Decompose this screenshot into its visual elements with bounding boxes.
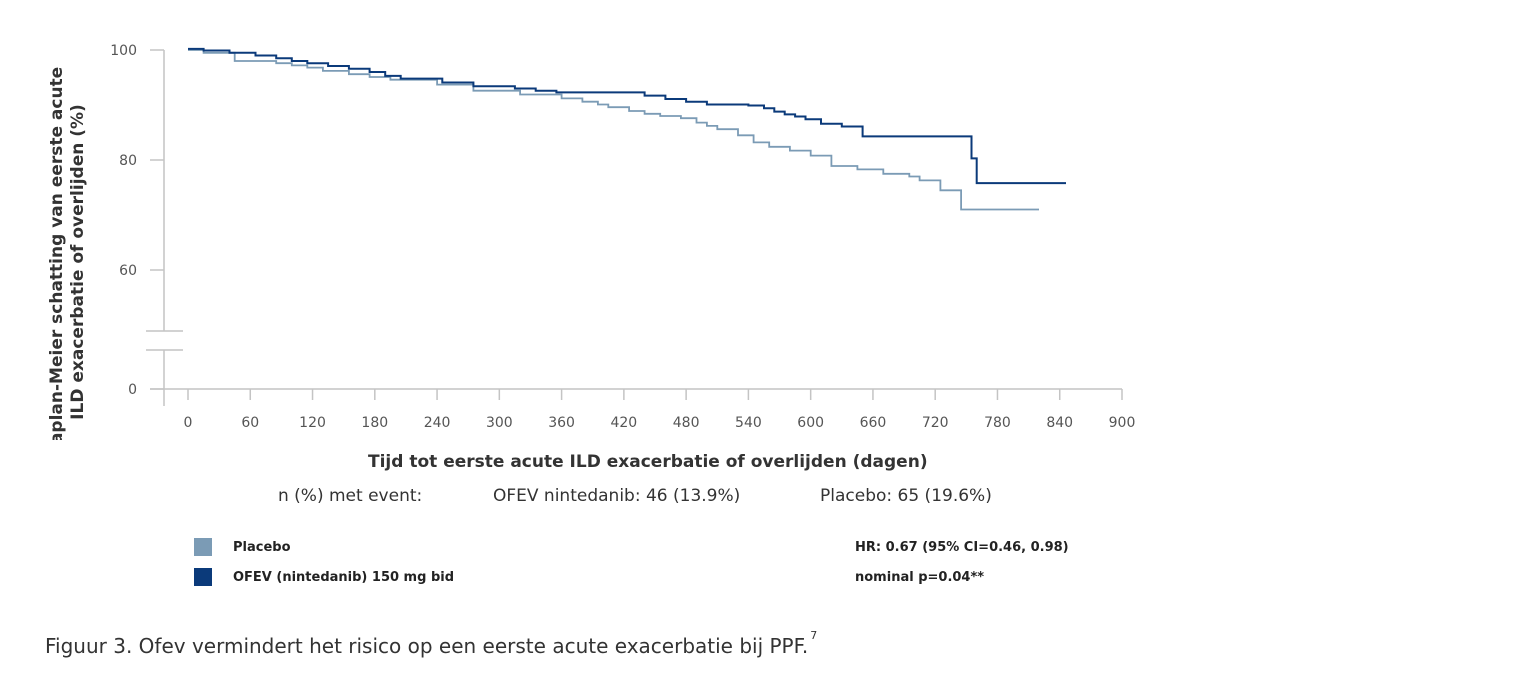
x-tick-label: 540: [735, 415, 762, 431]
legend-item-placebo: Placebo: [194, 538, 291, 556]
caption-reference: 7: [810, 629, 818, 643]
x-tick-label: 480: [673, 415, 700, 431]
x-tick-label: 180: [361, 415, 388, 431]
y-tick-label: 100: [110, 43, 137, 59]
y-tick-label: 0: [128, 382, 137, 398]
x-tick-label: 720: [922, 415, 949, 431]
event-label: n (%) met event:: [278, 486, 423, 506]
x-tick-label: 360: [548, 415, 575, 431]
ofev-curve: [188, 47, 1066, 185]
p-value-text: nominal p=0.04**: [855, 570, 985, 585]
legend-swatch-ofev: [194, 568, 212, 586]
survival-curves: [188, 47, 1066, 211]
x-tick-label: 900: [1109, 415, 1136, 431]
x-tick-label: 420: [610, 415, 637, 431]
legend-swatch-placebo: [194, 538, 212, 556]
x-tick-label: 840: [1046, 415, 1073, 431]
x-tick-label: 300: [486, 415, 513, 431]
axes: [146, 50, 1122, 406]
placebo-curve: [188, 49, 1039, 211]
y-tick-label: 60: [119, 263, 137, 279]
event-ofev: OFEV nintedanib: 46 (13.9%): [493, 486, 741, 506]
y-axis-label-line2: ILD exacerbatie of overlijden (%): [68, 104, 88, 420]
caption-text: Figuur 3. Ofev vermindert het risico op …: [45, 634, 809, 658]
x-tick-label: 0: [184, 415, 193, 431]
x-tick-label: 120: [299, 415, 326, 431]
x-tick-label: 60: [241, 415, 259, 431]
x-tick-label: 780: [984, 415, 1011, 431]
legend-label-placebo: Placebo: [233, 539, 291, 555]
y-ticks: 100 80 60 0: [110, 43, 164, 398]
x-axis-label: Tijd tot eerste acute ILD exacerbatie of…: [368, 452, 928, 472]
legend-item-ofev: OFEV (nintedanib) 150 mg bid: [194, 568, 454, 586]
x-tick-label: 660: [860, 415, 887, 431]
legend-label-ofev: OFEV (nintedanib) 150 mg bid: [233, 569, 455, 585]
y-tick-label: 80: [119, 153, 137, 169]
hazard-ratio-text: HR: 0.67 (95% CI=0.46, 0.98): [855, 540, 1069, 555]
event-placebo: Placebo: 65 (19.6%): [820, 486, 992, 506]
x-tick-label: 600: [797, 415, 824, 431]
x-ticks: 0 60 120 180 240 300 360 420 480 540 600 660 720 780 8…: [184, 389, 1136, 431]
x-tick-label: 240: [424, 415, 451, 431]
figure-caption: Figuur 3. Ofev vermindert het risico op …: [45, 629, 817, 658]
y-axis-label-line1: Kaplan-Meier schatting van eerste acute: [47, 67, 67, 440]
